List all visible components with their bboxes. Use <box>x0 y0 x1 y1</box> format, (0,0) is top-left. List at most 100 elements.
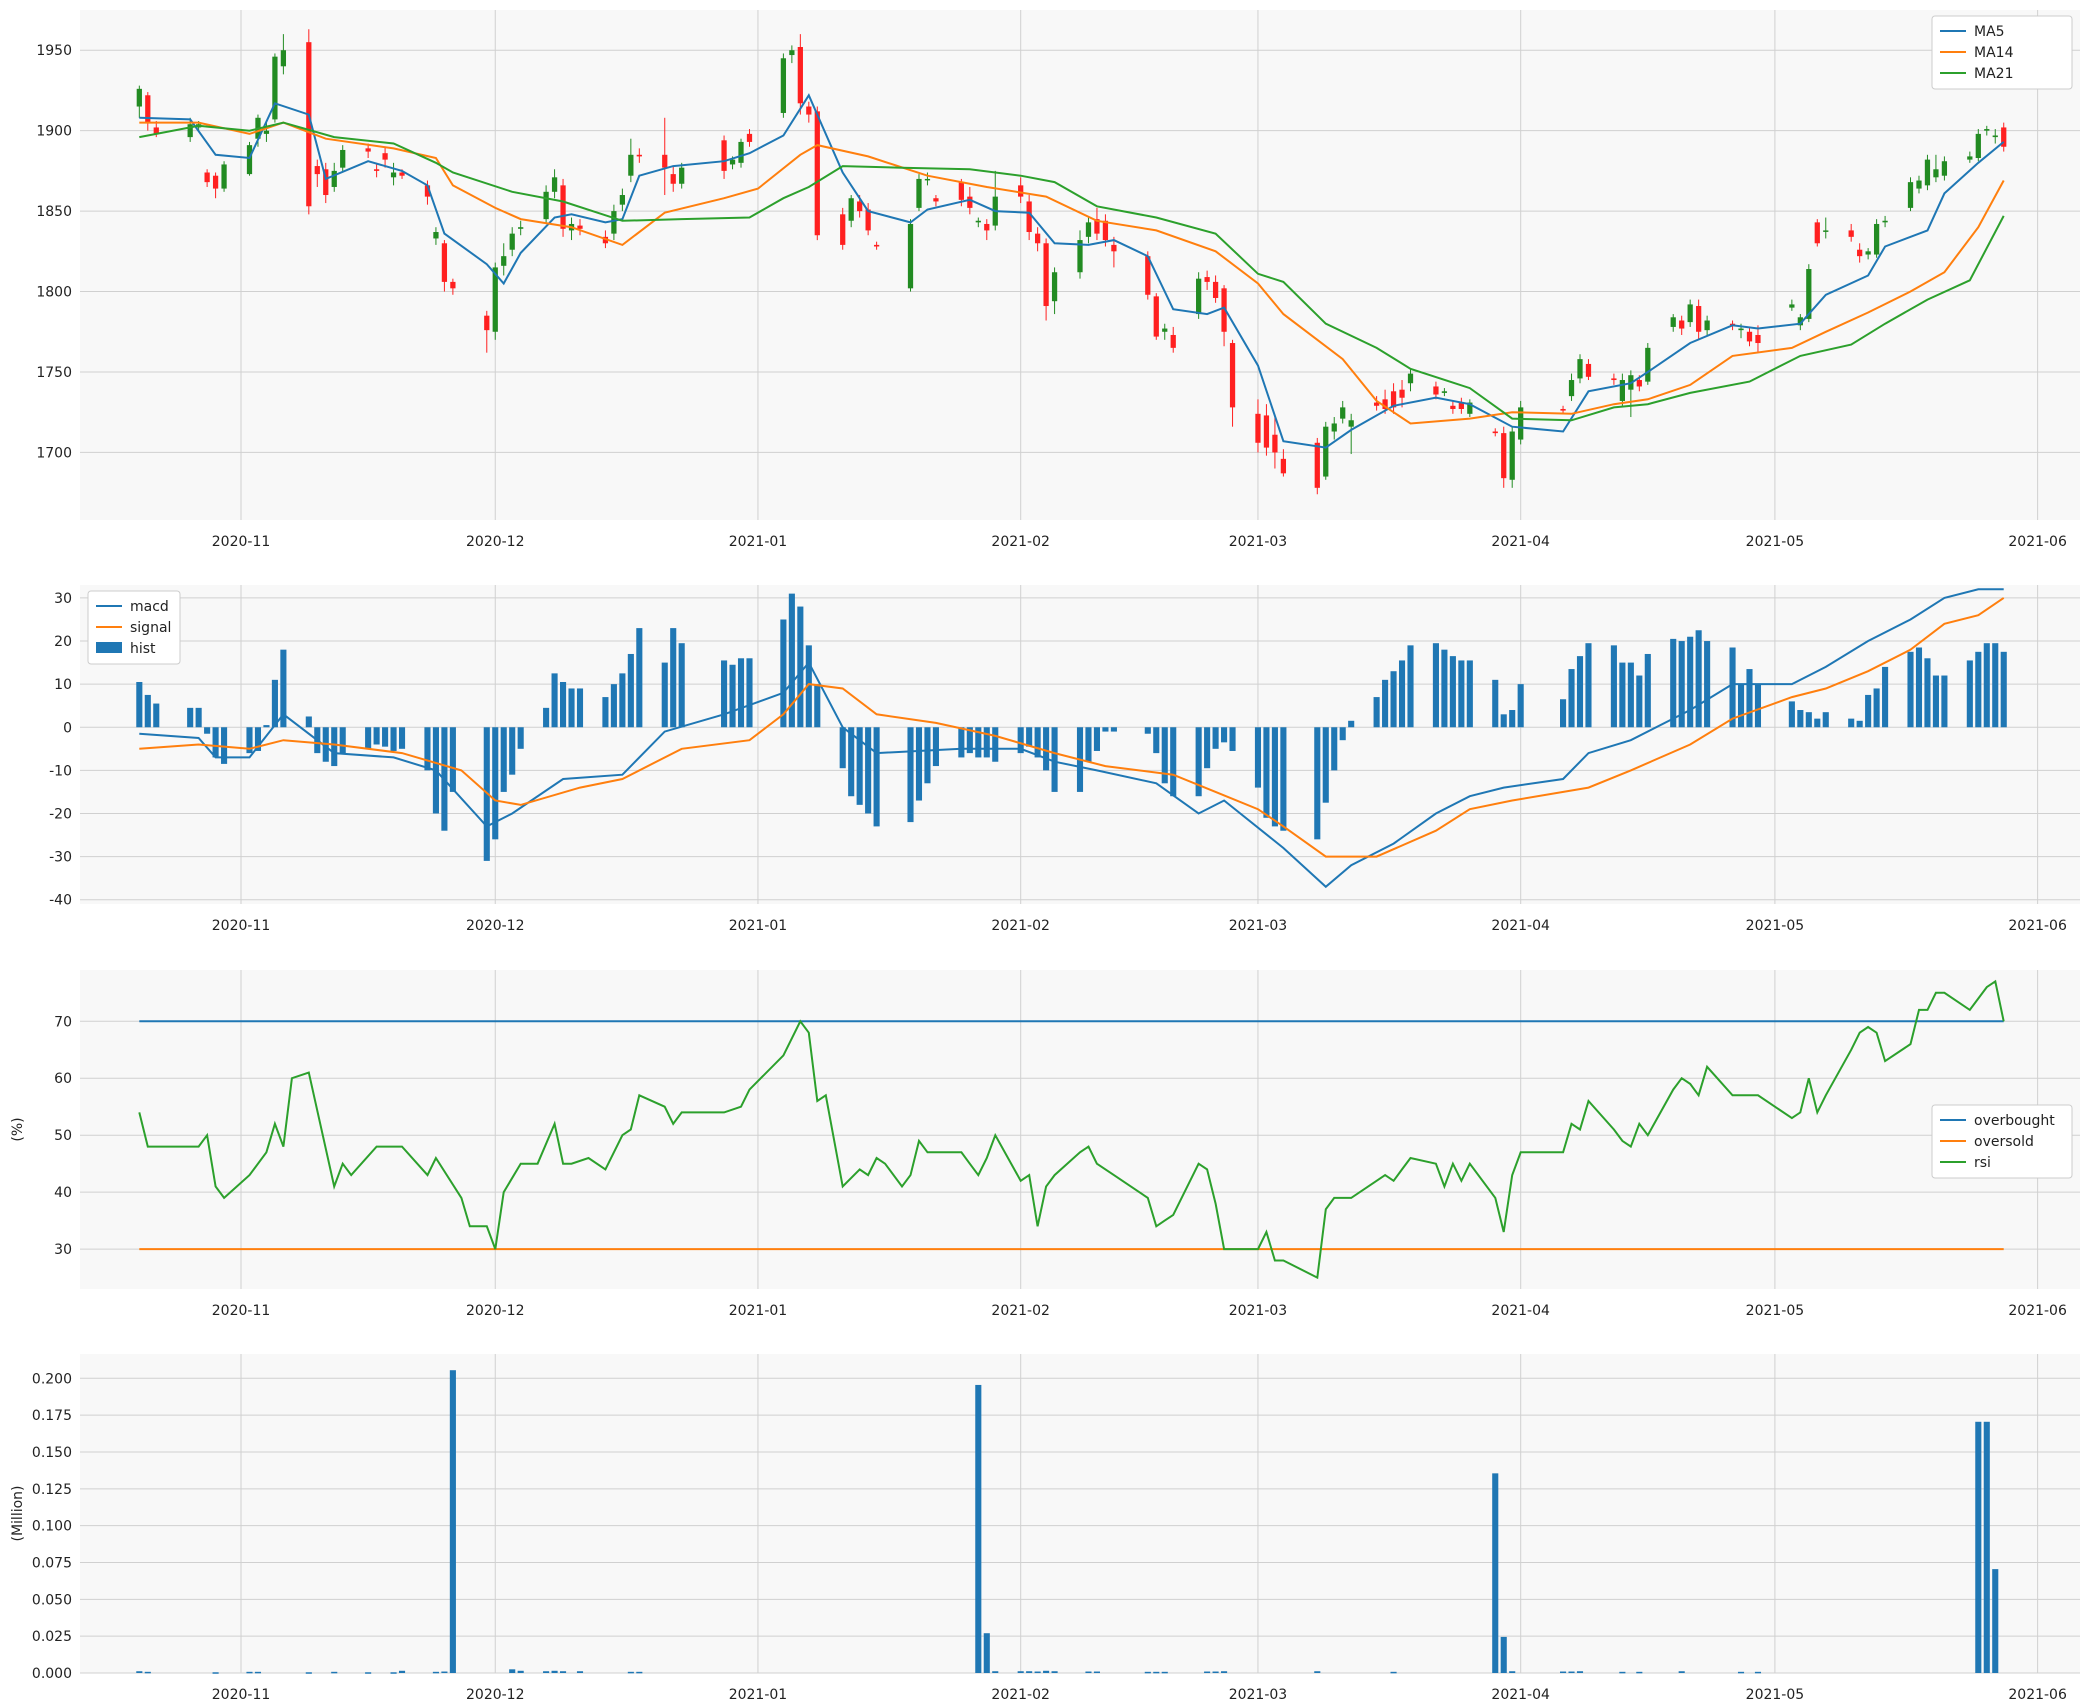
hist-bar <box>365 727 372 749</box>
hist-bar <box>1458 660 1465 728</box>
series-line-rsi <box>138 979 2005 1280</box>
x-tick-label: 2020-12 <box>466 1303 525 1319</box>
hist-bar <box>1576 656 1584 728</box>
y-tick-label: 0.200 <box>32 1371 72 1387</box>
candle-body <box>933 198 939 202</box>
candle-body <box>1255 413 1261 443</box>
hist-bar <box>1229 727 1236 751</box>
hist-bar <box>1975 651 1982 728</box>
hist-bar <box>839 727 846 769</box>
candle-body <box>1102 220 1109 241</box>
hist-bar <box>543 707 550 728</box>
hist-bar <box>1568 669 1575 728</box>
hist-bar <box>1805 712 1812 728</box>
hist-bar <box>492 727 499 840</box>
candle-body <box>1382 399 1388 409</box>
y-tick-label: 1950 <box>36 43 72 59</box>
hist-bar <box>204 727 211 734</box>
hist-bar <box>1390 671 1397 728</box>
volume-bar <box>1619 1671 1626 1674</box>
panel-1: 1700 1750 1800 1850 1900 1950 2020-11 2020-12 20… <box>36 10 2080 550</box>
candle-body <box>153 127 159 134</box>
hist-bar <box>271 679 278 728</box>
hist-bar <box>144 694 151 728</box>
legend: macd signal hist <box>87 590 181 665</box>
hist-bar <box>602 697 609 728</box>
candle-body <box>1348 420 1354 427</box>
hist-bar <box>1932 675 1939 728</box>
hist-bar <box>661 662 668 728</box>
hist-bar <box>1449 656 1456 728</box>
candle-body <box>1806 269 1812 319</box>
candle-body <box>1746 331 1753 342</box>
candle-body <box>679 167 685 184</box>
candle-body <box>721 140 727 171</box>
volume-bar <box>331 1671 338 1674</box>
candle-body <box>543 191 549 220</box>
x-tick-label: 2021-04 <box>1491 1687 1550 1703</box>
volume-bar <box>1221 1671 1228 1673</box>
volume-bar <box>1051 1671 1058 1673</box>
volume-bar <box>1204 1671 1211 1674</box>
legend-label-MA5: MA5 <box>1974 24 2005 40</box>
candle-body <box>1814 222 1820 244</box>
y-tick-label: 50 <box>54 1128 72 1144</box>
volume-bar <box>1026 1671 1033 1673</box>
candle-body <box>1687 304 1693 323</box>
hist-bar <box>627 653 634 728</box>
x-tick-label: 2021-02 <box>991 1303 1050 1319</box>
hist-bar <box>1204 727 1211 769</box>
hist-bar <box>1644 653 1651 728</box>
candle-body <box>1560 408 1566 411</box>
hist-bar <box>1636 675 1643 728</box>
candle-body <box>1094 219 1100 234</box>
candle-body <box>1441 391 1448 393</box>
candle-body <box>1077 240 1083 273</box>
hist-bar <box>424 727 431 771</box>
y-tick-label: 70 <box>54 1014 72 1030</box>
candle-body <box>1399 389 1405 398</box>
candle-body <box>1085 222 1092 237</box>
hist-bar <box>1026 727 1033 747</box>
hist-bar <box>1322 727 1329 803</box>
candle-body <box>1984 129 1990 131</box>
hist-bar <box>856 727 863 805</box>
candle-body <box>636 154 642 157</box>
candle-body <box>746 133 753 142</box>
candle-body <box>814 111 820 236</box>
volume-bar <box>1314 1671 1321 1673</box>
hist-bar <box>1043 727 1050 771</box>
candle-body <box>263 130 270 134</box>
candle-body <box>424 185 431 197</box>
candle-body <box>280 50 287 67</box>
y-tick-label: 1700 <box>36 445 72 461</box>
hist-bar <box>1966 660 1973 728</box>
y-tick-label: 20 <box>54 634 72 650</box>
hist-bar <box>1153 727 1160 754</box>
y-tick-label: 30 <box>54 1242 72 1258</box>
candle-body <box>670 174 676 184</box>
hist-bar <box>1144 727 1151 734</box>
hist-bar <box>305 716 312 728</box>
x-tick-label: 2021-02 <box>991 1687 1050 1703</box>
candle-body <box>1916 180 1922 189</box>
hist-bar <box>1254 727 1262 788</box>
y-tick-label: 0.050 <box>32 1592 72 1608</box>
x-tick-label: 2021-06 <box>2008 1687 2067 1703</box>
volume-bar <box>975 1384 982 1673</box>
legend-label-macd: macd <box>130 599 169 615</box>
y-tick-label: 1800 <box>36 285 72 301</box>
candle-body <box>1848 230 1854 237</box>
hist-bar <box>746 658 753 728</box>
candle-body <box>1797 317 1803 326</box>
candle-body <box>382 153 388 160</box>
hist-bar <box>1382 679 1389 728</box>
volume-bar <box>992 1671 999 1673</box>
hist-bar <box>1619 662 1626 728</box>
candle-body <box>1636 380 1642 387</box>
candle-body <box>145 95 151 123</box>
hist-bar <box>1110 727 1117 732</box>
candle-body <box>2001 127 2007 147</box>
candle-body <box>1407 373 1414 384</box>
hist-bar <box>915 727 923 801</box>
